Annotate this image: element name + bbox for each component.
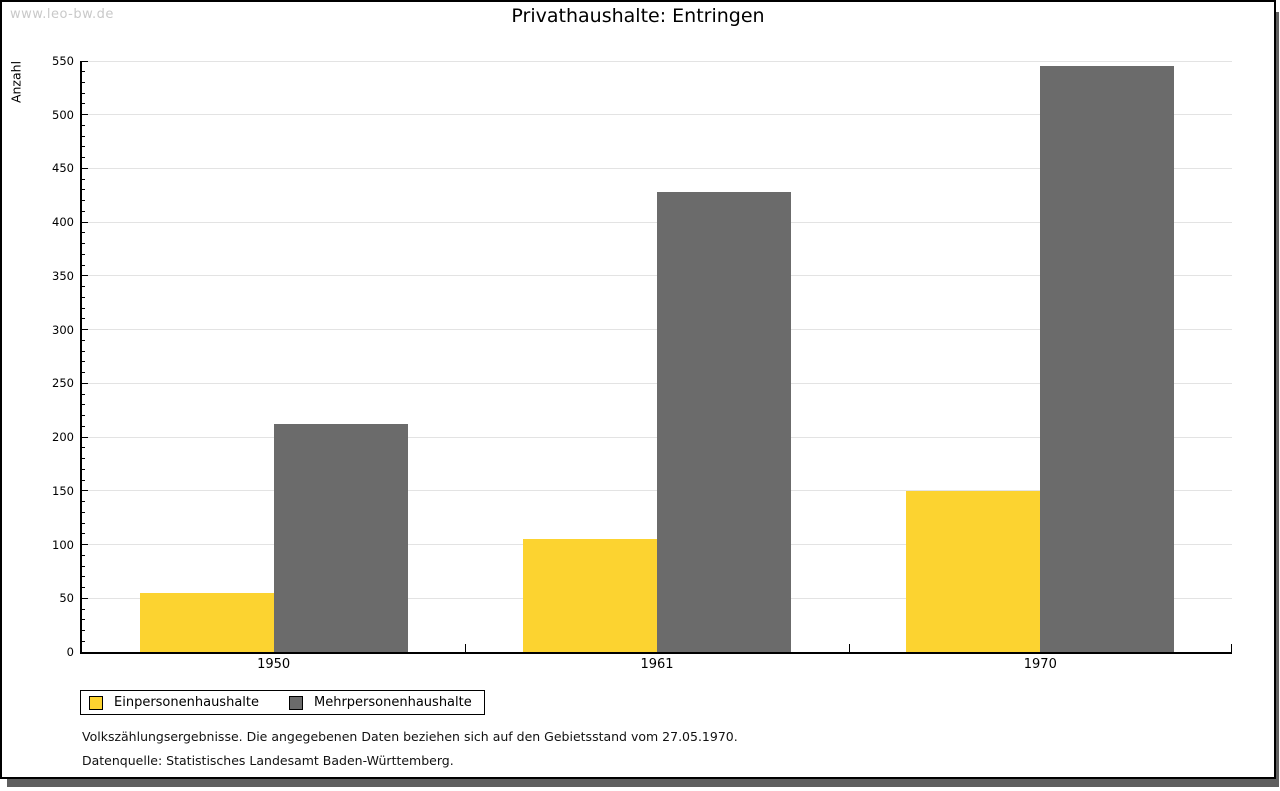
y-axis-minor-tick (82, 522, 85, 524)
y-axis-minor-tick (82, 468, 85, 470)
bar-1970-einpersonenhaushalte (906, 490, 1041, 652)
y-axis-minor-tick (82, 81, 85, 83)
x-axis-category-label: 1950 (257, 657, 291, 672)
x-axis-end-tick (1231, 644, 1232, 652)
y-axis-major-tick (82, 597, 88, 599)
y-axis-major-tick (82, 436, 88, 438)
gridline (82, 114, 1232, 116)
bar-1950-einpersonenhaushalte (139, 592, 274, 652)
y-axis-minor-tick (82, 533, 85, 535)
legend-swatch-gray (289, 695, 303, 710)
y-axis-minor-tick (82, 608, 85, 610)
y-axis-minor-tick (82, 210, 85, 212)
y-axis-tick-label: 250 (52, 376, 74, 391)
bar-1961-einpersonenhaushalte (522, 539, 657, 652)
x-axis-category-label: 1961 (640, 657, 674, 672)
y-axis-minor-tick (82, 415, 85, 417)
y-axis-major-tick (82, 382, 88, 384)
y-axis-minor-tick (82, 479, 85, 481)
y-axis-major-tick (82, 221, 88, 223)
y-axis-major-tick (82, 114, 88, 116)
bar-1970-mehrpersonenhaushalte (1040, 66, 1175, 652)
footnote-data-source: Datenquelle: Statistisches Landesamt Bad… (82, 753, 454, 768)
y-axis-major-tick (82, 329, 88, 331)
x-axis-boundary-tick (465, 644, 467, 652)
y-axis-minor-tick (82, 619, 85, 621)
y-axis-minor-tick (82, 640, 85, 642)
y-axis-minor-tick (82, 178, 85, 180)
chart-title: Privathaushalte: Entringen (511, 5, 765, 27)
y-axis-minor-tick (82, 157, 85, 159)
y-axis-minor-tick (82, 103, 85, 105)
y-axis-minor-tick (82, 404, 85, 406)
x-axis-boundary-tick (848, 644, 850, 652)
y-axis-minor-tick (82, 135, 85, 137)
y-axis-minor-tick (82, 92, 85, 94)
legend-item-mehrpersonenhaushalte: Mehrpersonenhaushalte (289, 695, 472, 710)
y-axis-tick-label: 100 (52, 537, 74, 552)
y-axis-minor-tick (82, 339, 85, 341)
y-axis-tick-label: 500 (52, 107, 74, 122)
y-axis-minor-tick (82, 361, 85, 363)
y-axis-tick-label: 0 (66, 645, 74, 659)
y-axis-minor-tick (82, 576, 85, 578)
plot-area: 0 50 100 150 200 250 300 350 400 450 500 550 1950 196… (52, 54, 1232, 672)
y-axis-minor-tick (82, 511, 85, 513)
y-axis-minor-tick (82, 587, 85, 589)
legend-label: Einpersonenhaushalte (114, 695, 259, 710)
footnote-source-note: Volkszählungsergebnisse. Die angegebenen… (82, 729, 738, 744)
y-axis-tick-label: 400 (52, 215, 74, 230)
y-axis-major-tick (82, 490, 88, 492)
y-axis-minor-tick (82, 243, 85, 245)
y-axis-minor-tick (82, 232, 85, 234)
y-axis-tick-label: 300 (52, 322, 74, 337)
y-axis-title: Anzahl (8, 60, 24, 104)
y-axis-tick-label: 150 (52, 483, 74, 498)
y-axis-major-tick (82, 60, 88, 62)
y-axis-minor-tick (82, 253, 85, 255)
y-axis-major-tick (82, 275, 88, 277)
y-axis-minor-tick (82, 565, 85, 567)
y-axis-minor-tick (82, 554, 85, 556)
gridline (82, 60, 1232, 62)
legend-item-einpersonenhaushalte: Einpersonenhaushalte (89, 695, 259, 710)
legend-label: Mehrpersonenhaushalte (314, 695, 472, 710)
y-axis-minor-tick (82, 146, 85, 148)
y-axis-major-tick (82, 167, 88, 169)
y-axis-tick-label: 200 (52, 430, 74, 445)
legend-swatch-yellow (89, 695, 103, 710)
y-axis-minor-tick (82, 372, 85, 374)
y-axis-minor-tick (82, 458, 85, 460)
y-axis-minor-tick (82, 71, 85, 73)
watermark-text: www.leo-bw.de (10, 7, 114, 22)
y-axis-minor-tick (82, 318, 85, 320)
y-axis-minor-tick (82, 630, 85, 631)
y-axis-minor-tick (82, 189, 85, 191)
y-axis-tick-label: 350 (52, 268, 74, 283)
x-axis-category-label: 1970 (1023, 657, 1057, 672)
bar-1961-mehrpersonenhaushalte (657, 192, 792, 652)
y-axis-minor-tick (82, 286, 85, 288)
y-axis-tick-label: 550 (52, 54, 74, 68)
y-axis-minor-tick (82, 393, 85, 395)
y-axis-minor-tick (82, 296, 85, 298)
y-axis-minor-tick (82, 447, 85, 449)
y-axis-minor-tick (82, 307, 85, 309)
bar-1950-mehrpersonenhaushalte (273, 424, 408, 652)
legend-box: Einpersonenhaushalte Mehrpersonenhaushal… (80, 690, 485, 715)
y-axis-minor-tick (82, 425, 85, 427)
y-axis-minor-tick (82, 350, 85, 352)
y-axis-tick-label: 50 (59, 591, 74, 606)
y-axis-major-tick (82, 544, 88, 546)
y-axis-minor-tick (82, 200, 85, 202)
y-axis-minor-tick (82, 501, 85, 503)
y-axis-minor-tick (82, 124, 85, 126)
y-axis-tick-label: 450 (52, 161, 74, 176)
y-axis-minor-tick (82, 264, 85, 266)
gridline (82, 167, 1232, 169)
